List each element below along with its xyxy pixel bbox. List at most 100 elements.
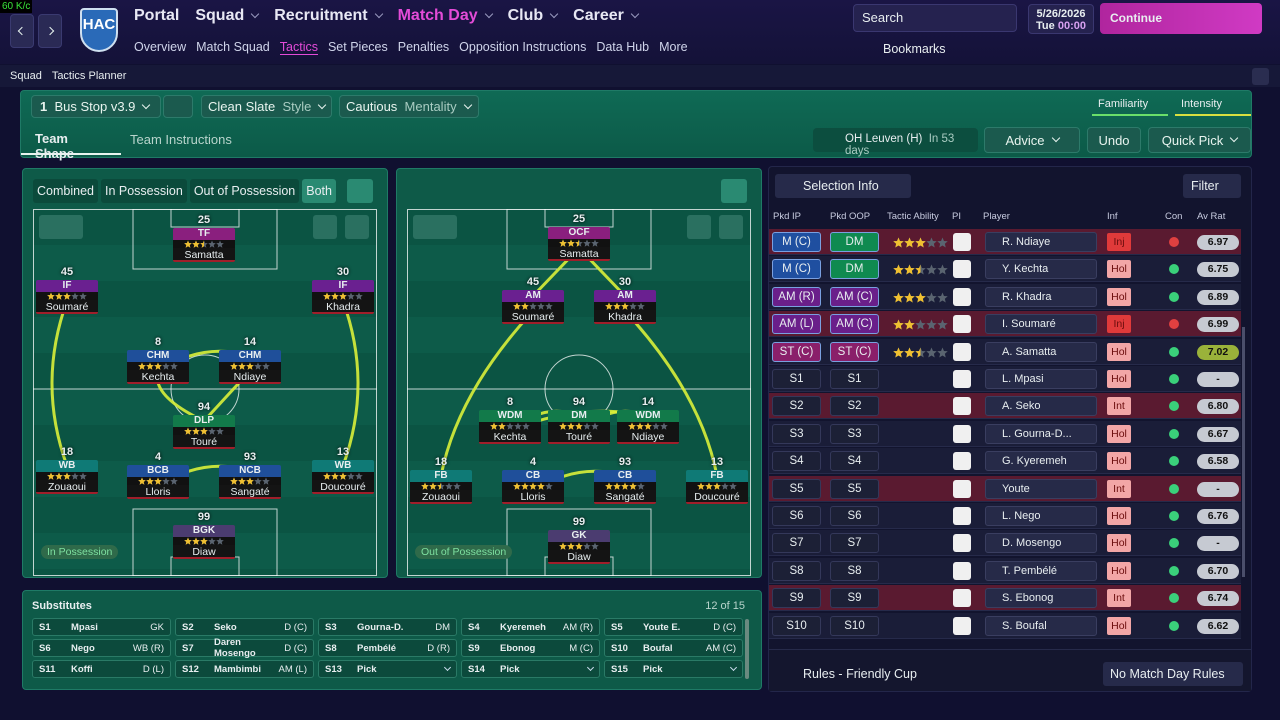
player-card[interactable]: 18 FB Zouaoui (410, 456, 472, 504)
visibility-toggle[interactable] (39, 215, 83, 239)
player-select[interactable]: L. Nego (985, 506, 1097, 526)
tactic-select[interactable]: 1 Bus Stop v3.9 (31, 95, 161, 118)
advice[interactable]: Advice (984, 127, 1080, 153)
player-card[interactable]: 4 CB Lloris (502, 456, 564, 504)
subnav-item[interactable]: Overview (134, 40, 187, 54)
add-tactic[interactable] (163, 95, 193, 118)
export-button[interactable] (721, 179, 747, 203)
subnav-item[interactable]: Tactics (279, 40, 318, 55)
subnav-item[interactable]: Match Squad (196, 40, 270, 54)
player-row[interactable]: S10 S10 S. Boufal Hol 6.62 (769, 612, 1241, 639)
player-card[interactable]: 45 AM Soumaré (502, 276, 564, 324)
player-card[interactable]: 93 CB Sangaté (594, 456, 656, 504)
pi-button[interactable] (953, 342, 971, 361)
view-tab[interactable]: In Possession (100, 179, 187, 203)
player-card[interactable]: 8 CHM Kechta (127, 336, 189, 384)
player-card[interactable]: 8 WDM Kechta (479, 396, 541, 444)
nav-item[interactable]: Squad (195, 7, 260, 25)
pitch-tool[interactable] (687, 215, 711, 239)
mentality-select[interactable]: Cautious Mentality (339, 95, 479, 118)
player-select[interactable]: A. Seko (985, 396, 1097, 417)
player-card[interactable]: 4 BCB Lloris (127, 451, 189, 499)
intensity[interactable]: Intensity (1175, 96, 1251, 116)
player-row[interactable]: S3 S3 L. Gourna-D... Hol 6.67 (769, 420, 1241, 447)
close[interactable] (1252, 68, 1269, 85)
player-row[interactable]: S7 S7 D. Mosengo Hol - (769, 530, 1241, 557)
player-select[interactable]: L. Mpasi (985, 369, 1097, 389)
player-row[interactable]: M (C) DM R. Ndiaye Inj 6.97 (769, 229, 1241, 255)
quick-pick[interactable]: Quick Pick (1148, 127, 1251, 153)
continue[interactable]: Continue (1100, 3, 1262, 34)
player-card[interactable]: 99 BGK Diaw (173, 511, 235, 559)
tab[interactable]: Team Shape (21, 126, 121, 161)
subnav-item[interactable]: Opposition Instructions (459, 40, 587, 54)
player-select[interactable]: L. Gourna-D... (985, 423, 1097, 444)
player-card[interactable]: 94 DM Touré (548, 396, 610, 444)
club-crest[interactable]: HAC (80, 8, 118, 52)
player-select[interactable]: Y. Kechta (985, 259, 1097, 280)
nav-item[interactable]: Club (508, 7, 559, 25)
player-row[interactable]: S2 S2 A. Seko Int 6.80 (769, 393, 1241, 420)
sub-slot[interactable]: S14 Pick (461, 660, 600, 678)
player-card[interactable]: 45 IF Soumaré (36, 266, 98, 314)
date-box[interactable]: 5/26/2026 Tue 00:00 (1028, 4, 1094, 34)
pitch-tool[interactable] (313, 215, 337, 239)
pi-button[interactable] (953, 616, 971, 635)
player-row[interactable]: S5 S5 Youte Int - (769, 475, 1241, 502)
bookmarks[interactable]: Bookmarks (883, 42, 946, 56)
visibility-toggle[interactable] (413, 215, 457, 239)
player-card[interactable]: 99 GK Diaw (548, 516, 610, 564)
selection-info[interactable]: Selection Info (775, 174, 911, 198)
sub-slot[interactable]: S2 Seko D (C) (175, 618, 314, 636)
player-card[interactable]: 94 DLP Touré (173, 401, 235, 449)
sub-slot[interactable]: S10 Boufal AM (C) (604, 639, 743, 657)
view-tab[interactable]: Combined (33, 179, 98, 203)
export-button[interactable] (347, 179, 373, 203)
pi-button[interactable] (953, 452, 971, 471)
sub-slot[interactable]: S13 Pick (318, 660, 457, 678)
pitch-tool[interactable] (345, 215, 369, 239)
player-row[interactable]: S8 S8 T. Pembélé Hol 6.70 (769, 557, 1241, 584)
pi-button[interactable] (953, 370, 971, 388)
sub-slot[interactable]: S9 Ebonog M (C) (461, 639, 600, 657)
player-select[interactable]: D. Mosengo (985, 533, 1097, 554)
subnav-item[interactable]: Penalties (397, 40, 450, 54)
player-row[interactable]: S4 S4 G. Kyeremeh Hol 6.58 (769, 448, 1241, 475)
player-select[interactable]: R. Ndiaye (985, 232, 1097, 252)
player-select[interactable]: S. Ebonog (985, 588, 1097, 609)
style-select[interactable]: Clean Slate Style (201, 95, 332, 118)
familiarity[interactable]: Familiarity (1092, 96, 1168, 116)
player-card[interactable]: 25 OCF Samatta (548, 213, 610, 261)
view-tab[interactable]: Out of Possession (189, 179, 300, 203)
player-select[interactable]: T. Pembélé (985, 560, 1097, 581)
pi-button[interactable] (953, 315, 971, 334)
nav-item[interactable]: Career (573, 7, 640, 25)
sub-slot[interactable]: S4 Kyeremeh AM (R) (461, 618, 600, 636)
player-select[interactable]: Youte (985, 478, 1097, 499)
player-card[interactable]: 25 TF Samatta (173, 214, 235, 262)
sub-slot[interactable]: S8 Pembélé D (R) (318, 639, 457, 657)
player-card[interactable]: 13 WB Doucouré (312, 446, 374, 494)
player-card[interactable]: 14 CHM Ndiaye (219, 336, 281, 384)
player-row[interactable]: M (C) DM Y. Kechta Hol 6.75 (769, 256, 1241, 283)
pi-button[interactable] (953, 589, 971, 608)
player-row[interactable]: S9 S9 S. Ebonog Int 6.74 (769, 585, 1241, 612)
tab[interactable]: Team Instructions (130, 132, 232, 147)
forward[interactable] (38, 14, 62, 48)
sub-slot[interactable]: S1 Mpasi GK (32, 618, 171, 636)
pi-button[interactable] (953, 561, 971, 580)
nav-item[interactable]: Portal (134, 7, 179, 25)
sub-slot[interactable]: S15 Pick (604, 660, 743, 678)
pi-button[interactable] (953, 424, 971, 443)
crumb[interactable]: Squad (10, 70, 42, 82)
sub-slot[interactable]: S6 Nego WB (R) (32, 639, 171, 657)
pi-button[interactable] (953, 479, 971, 498)
subnav-item[interactable]: Data Hub (596, 40, 650, 54)
player-card[interactable]: 13 FB Doucouré (686, 456, 748, 504)
player-row[interactable]: S1 S1 L. Mpasi Hol - (769, 366, 1241, 392)
player-card[interactable]: 18 WB Zouaoui (36, 446, 98, 494)
player-card[interactable]: 30 IF Khadra (312, 266, 374, 314)
player-row[interactable]: S6 S6 L. Nego Hol 6.76 (769, 503, 1241, 529)
sub-slot[interactable]: S3 Gourna-D. DM (318, 618, 457, 636)
pi-button[interactable] (953, 397, 971, 416)
